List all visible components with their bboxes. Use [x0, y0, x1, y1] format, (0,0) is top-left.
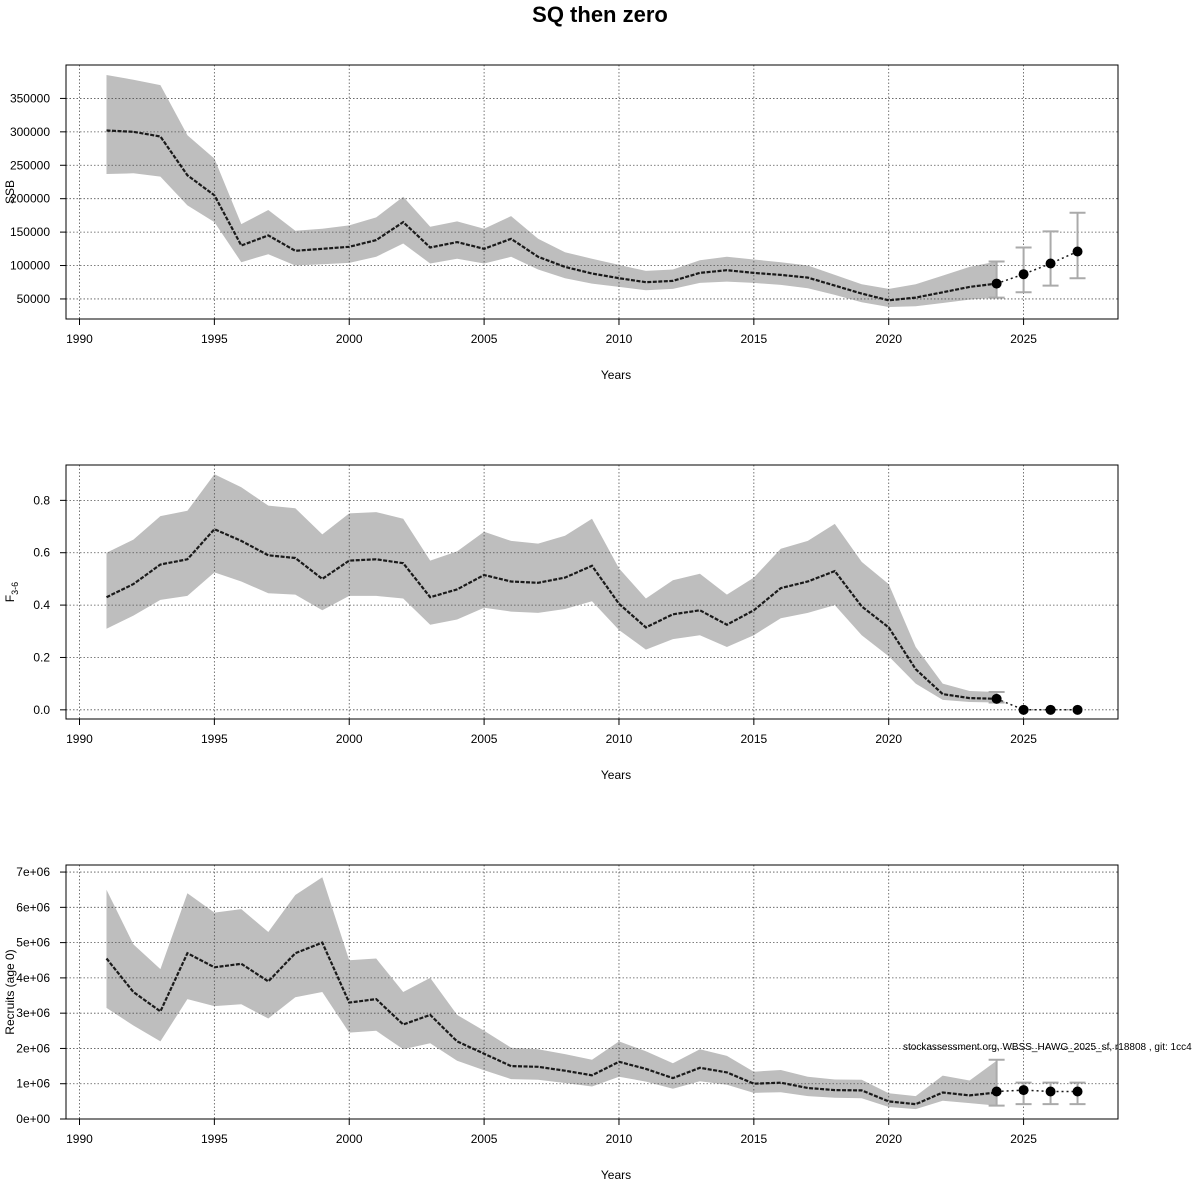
ssb-xtick-label-2015: 2015: [740, 332, 767, 346]
ssb-xtick-label-1990: 1990: [66, 332, 93, 346]
ssb-xtick-label-2025: 2025: [1010, 332, 1037, 346]
recruits-xtick-label-2015: 2015: [740, 1132, 767, 1146]
ssb-ytick-label-2: 150000: [10, 225, 50, 239]
recruits-ytick-label-7: 7e+06: [16, 865, 50, 879]
fbar-ytick-label-1: 0.2: [33, 650, 50, 664]
ssb-forecast-point-2025: [1018, 269, 1029, 280]
ssb-panel: 1990 1995 2000 2005 2010 2015 2020 2025 50000 100…: [3, 64, 1119, 382]
ssb-ytick-label-0: 50000: [17, 292, 51, 306]
ssb-plot-frame: [65, 64, 1119, 320]
ssb-ytick-label-1: 100000: [10, 259, 50, 273]
fbar-forecast-point-2024: [991, 693, 1002, 704]
fbar-ytick-label-4: 0.8: [33, 493, 50, 507]
recruits-plot-frame: [65, 864, 1119, 1120]
ssb-xtick-label-2020: 2020: [875, 332, 902, 346]
recruits-estimate-line: [105, 941, 997, 1106]
fbar-xtick-label-2005: 2005: [471, 732, 498, 746]
recruits-confidence-band: [106, 877, 997, 1110]
recruits-ytick-label-5: 5e+06: [16, 936, 50, 950]
ssb-forecast-point-2026: [1045, 258, 1056, 269]
recruits-ytick-label-1: 1e+06: [16, 1077, 50, 1091]
ssb-forecast-point-2027: [1072, 246, 1083, 257]
recruits-ytick-label-0: 0e+00: [16, 1112, 50, 1126]
fbar-xtick-label-2025: 2025: [1010, 732, 1037, 746]
recruits-xtick-label-2020: 2020: [875, 1132, 902, 1146]
fbar-xtick-label-2000: 2000: [336, 732, 363, 746]
fbar-estimate-line: [106, 527, 997, 700]
ssb-forecast-line: [996, 250, 1078, 285]
ssb-xtick-label-2000: 2000: [336, 332, 363, 346]
ssb-xtick-label-2005: 2005: [471, 332, 498, 346]
fbar-xtick-label-2010: 2010: [606, 732, 633, 746]
recruits-ytick-label-3: 3e+06: [16, 1006, 50, 1020]
fbar-y-axis-label: F3-6: [3, 582, 20, 602]
ssb-forecast-point-2024: [991, 278, 1002, 289]
recruits-x-axis-label: Years: [601, 1168, 631, 1182]
signature-text: stockassessment.org, WBSS_HAWG_2025_sf, …: [903, 1042, 1192, 1053]
recruits-ytick-label-4: 4e+06: [16, 971, 50, 985]
ssb-estimate-line: [106, 129, 997, 302]
fbar-y-axis-label-main: F: [3, 595, 17, 602]
fbar-ytick-label-3: 0.6: [33, 546, 50, 560]
ssb-confidence-band: [106, 75, 997, 307]
recruits-ytick-label-2: 2e+06: [16, 1041, 50, 1055]
fbar-xtick-label-2020: 2020: [875, 732, 902, 746]
fbar-x-axis-label: Years: [601, 768, 631, 782]
ssb-ytick-label-3: 200000: [10, 192, 50, 206]
fbar-forecast-point-2025: [1018, 704, 1029, 715]
fbar-forecast-line: [996, 698, 1078, 711]
chart-title: SQ then zero: [532, 2, 668, 27]
recruits-xtick-label-2025: 2025: [1010, 1132, 1037, 1146]
ssb-y-axis-label: SSB: [3, 180, 17, 204]
fbar-ytick-label-2: 0.4: [33, 598, 50, 612]
fbar-xtick-label-2015: 2015: [740, 732, 767, 746]
ssb-ytick-label-5: 300000: [10, 125, 50, 139]
fbar-panel: 1990 1995 2000 2005 2010 2015 2020 2025 0.0 0.2 0.…: [3, 464, 1119, 782]
recruits-forecast-point-2027: [1072, 1086, 1083, 1097]
recruits-forecast-point-2026: [1045, 1086, 1056, 1097]
recruits-xtick-label-2010: 2010: [606, 1132, 633, 1146]
fbar-plot-frame: [65, 464, 1119, 720]
fbar-forecast-point-2027: [1072, 704, 1083, 715]
recruits-ytick-label-6: 6e+06: [16, 900, 50, 914]
ssb-xtick-label-2010: 2010: [606, 332, 633, 346]
recruits-forecast-point-2025: [1018, 1085, 1029, 1096]
fbar-confidence-band: [106, 474, 997, 703]
ssb-ytick-label-6: 350000: [10, 91, 50, 105]
recruits-xtick-label-1995: 1995: [201, 1132, 228, 1146]
fbar-xtick-label-1990: 1990: [66, 732, 93, 746]
fbar-xtick-label-1995: 1995: [201, 732, 228, 746]
fbar-y-axis-label-sub: 3-6: [10, 582, 20, 595]
ssb-ytick-label-4: 250000: [10, 158, 50, 172]
fbar-forecast-point-2026: [1045, 704, 1056, 715]
recruits-xtick-label-1990: 1990: [66, 1132, 93, 1146]
recruits-panel: 1990 1995 2000 2005 2010 2015 2020 2025 0e+00 1e+…: [3, 864, 1119, 1182]
recruits-forecast-point-2024: [991, 1086, 1002, 1097]
recruits-forecast-line: [996, 1089, 1078, 1093]
ssb-x-axis-label: Years: [601, 368, 631, 382]
recruits-xtick-label-2005: 2005: [471, 1132, 498, 1146]
recruits-xtick-label-2000: 2000: [336, 1132, 363, 1146]
ssb-xtick-label-1995: 1995: [201, 332, 228, 346]
recruits-y-axis-label: Recruits (age 0): [3, 949, 17, 1034]
fbar-ytick-label-0: 0.0: [33, 703, 50, 717]
